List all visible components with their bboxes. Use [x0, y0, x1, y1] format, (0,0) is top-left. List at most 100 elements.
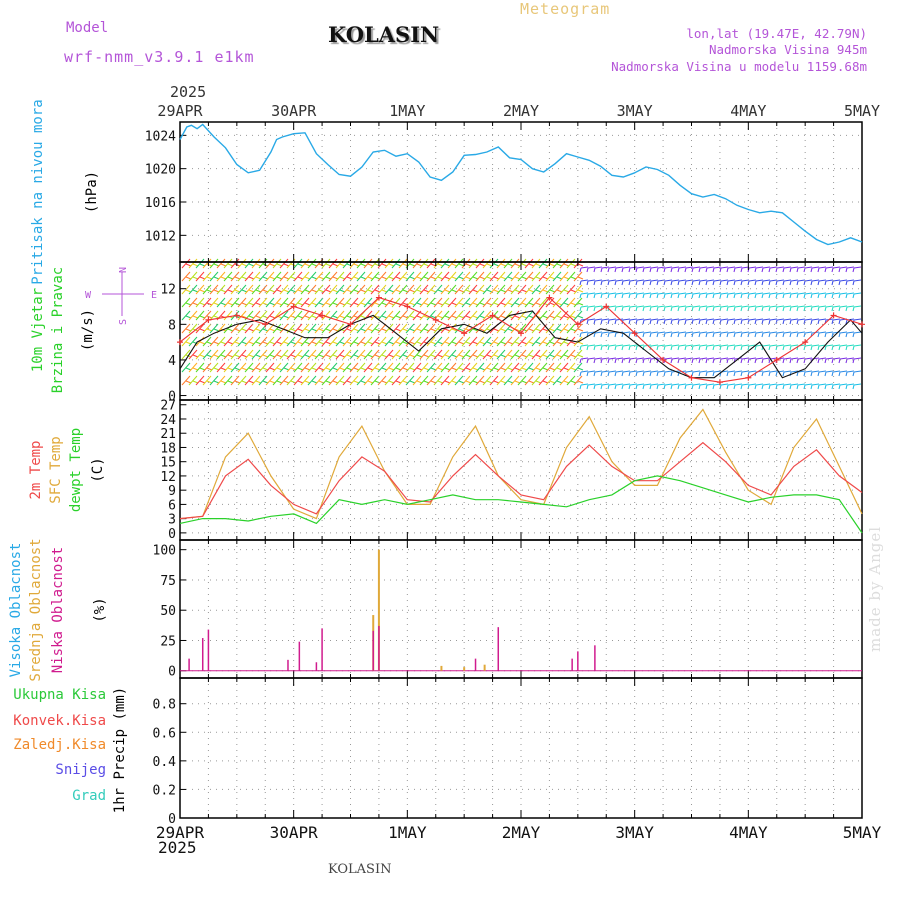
wind-barb	[797, 318, 806, 321]
wind-barb	[748, 370, 757, 373]
wind-barb	[559, 284, 569, 295]
wind-barb	[398, 323, 408, 334]
wind-barb	[542, 341, 549, 345]
wind-barb	[321, 349, 331, 360]
wind-barb	[804, 318, 813, 321]
wind-barb	[339, 315, 346, 319]
wind-barb	[615, 370, 624, 373]
wind-barb	[747, 280, 750, 286]
wind-barb	[220, 289, 227, 293]
wind-barb	[650, 370, 659, 373]
wind-barb	[580, 383, 589, 386]
wind-barb	[621, 293, 624, 299]
wind-barb	[775, 293, 778, 299]
wind-barb	[563, 380, 570, 384]
wind-barb	[213, 315, 220, 319]
wind-barb	[360, 315, 367, 319]
wind-barb	[608, 383, 617, 386]
wind-barb	[607, 371, 610, 377]
wind-barb	[248, 328, 255, 332]
wind-barb	[635, 384, 638, 390]
wind-barb	[614, 319, 617, 325]
wind-barb	[461, 362, 471, 373]
wind-barb	[248, 354, 255, 358]
wind-barb	[663, 319, 666, 325]
wind-barb	[297, 367, 304, 371]
wind-barb	[346, 341, 353, 345]
wind-barb	[755, 279, 764, 282]
wind-barb	[230, 284, 240, 295]
wind-barb	[342, 336, 352, 347]
wind-barb	[656, 306, 659, 312]
pressure-axis-unit: (hPa)	[84, 171, 100, 213]
wind-barb	[524, 323, 534, 334]
wind-barb	[594, 370, 603, 373]
wind-barb	[650, 344, 659, 347]
wind-barb	[712, 267, 715, 273]
wind-barb	[360, 263, 367, 267]
wind-barb	[817, 345, 820, 351]
wind-barb	[699, 331, 708, 334]
wind-barb	[370, 323, 380, 334]
wind-barb	[535, 341, 542, 345]
wind-barb	[398, 336, 408, 347]
wind-barb	[642, 371, 645, 377]
wind-barb	[635, 306, 638, 312]
wind-barb	[311, 367, 318, 371]
wind-barb	[332, 315, 339, 319]
wind-barb	[461, 258, 471, 269]
wind-barb	[600, 371, 603, 377]
wind-gust-marker	[319, 312, 326, 319]
wind-barb	[384, 297, 394, 308]
wind-barb	[447, 284, 457, 295]
wind-barb	[607, 280, 610, 286]
wind-barb	[663, 371, 666, 377]
wind-barb	[789, 384, 792, 390]
wind-barb	[769, 305, 778, 308]
wind-barb	[206, 263, 213, 267]
wind-barb	[761, 267, 764, 273]
wind-barb	[769, 357, 778, 360]
wind-barb	[761, 384, 764, 390]
wind-barb	[796, 306, 799, 312]
wind-barb	[426, 297, 436, 308]
wind-barb	[451, 302, 458, 306]
wind-barb	[493, 367, 500, 371]
wind-barb	[398, 362, 408, 373]
wind-barb	[188, 362, 198, 373]
wind-barb	[566, 258, 576, 269]
x-tick-label-top: 4MAY	[730, 102, 766, 120]
wind-barb	[430, 354, 437, 358]
wind-barb	[832, 370, 841, 373]
wind-barb	[195, 258, 205, 269]
wind-gust-marker	[290, 303, 297, 310]
wind-barb	[479, 367, 486, 371]
wind-barb	[426, 310, 436, 321]
wind-barb	[650, 305, 659, 308]
wind-barb	[496, 297, 506, 308]
wind-barb	[195, 362, 205, 373]
wind-barb	[594, 357, 603, 360]
wind-barb	[782, 358, 785, 364]
wind-barb	[776, 292, 785, 295]
wind-barb	[783, 370, 792, 373]
wind-barb	[740, 384, 743, 390]
wind-barb	[377, 375, 387, 386]
wind-barb	[831, 319, 834, 325]
wind-barb	[209, 258, 219, 269]
wind-barb	[206, 328, 213, 332]
wind-barb	[542, 328, 549, 332]
wind-barb	[615, 279, 624, 282]
wind-barb	[192, 354, 199, 358]
wind-barb	[360, 380, 367, 384]
wind-barb	[514, 263, 521, 267]
wind-barb	[671, 357, 680, 360]
wind-barb	[377, 336, 387, 347]
wind-barb	[698, 384, 701, 390]
wind-barb	[248, 289, 255, 293]
wind-barb	[600, 358, 603, 364]
wind-barb	[307, 284, 317, 295]
wind-barb	[290, 367, 297, 371]
wind-barb	[409, 302, 416, 306]
